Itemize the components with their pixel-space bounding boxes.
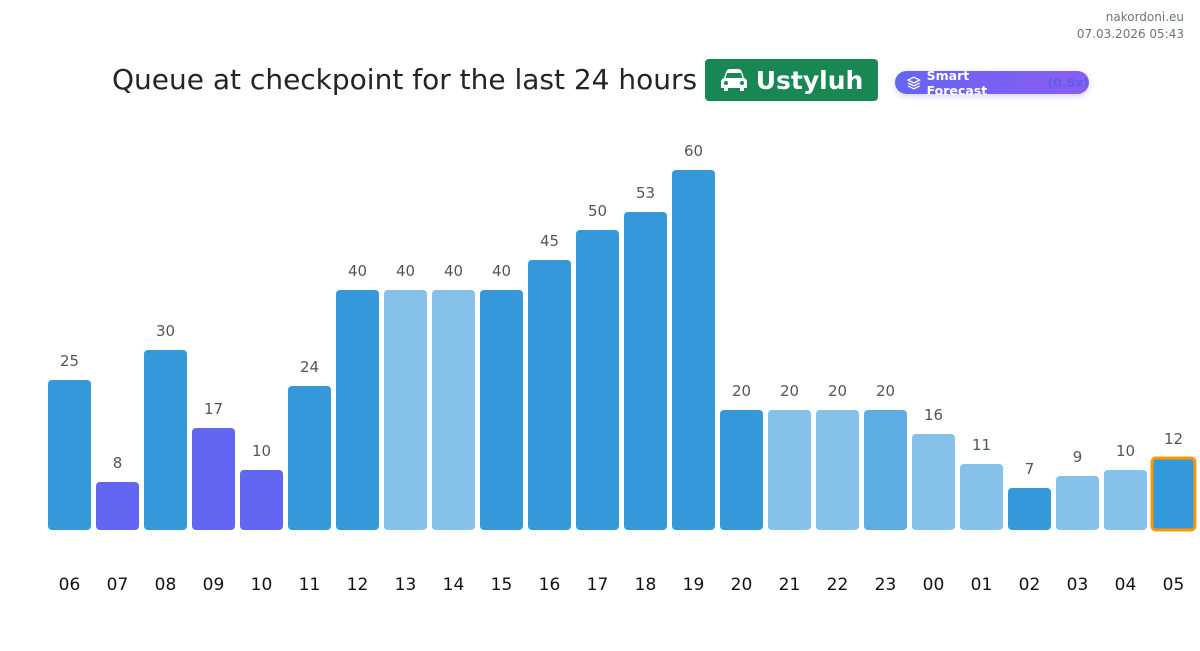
bar-19 [672, 170, 715, 530]
checkpoint-name: Ustyluh [755, 65, 864, 95]
x-tick-23: 23 [875, 575, 897, 595]
value-label-17: 50 [588, 202, 607, 220]
bar-12 [336, 290, 379, 530]
x-tick-15: 15 [491, 575, 513, 595]
value-label-13: 40 [396, 262, 415, 280]
checkpoint-badge[interactable]: Ustyluh [705, 59, 878, 101]
bar-09 [192, 428, 235, 530]
header: Queue at checkpoint for the last 24 hour… [0, 58, 1200, 102]
x-tick-17: 17 [587, 575, 609, 595]
bar-05 [1150, 456, 1197, 532]
x-tick-19: 19 [683, 575, 705, 595]
value-label-09: 17 [204, 400, 223, 418]
layers-icon [907, 75, 921, 90]
value-label-07: 8 [113, 454, 123, 472]
x-tick-11: 11 [299, 575, 321, 595]
value-label-15: 40 [492, 262, 511, 280]
x-tick-03: 03 [1067, 575, 1089, 595]
bar-02 [1008, 488, 1051, 530]
bar-11 [288, 386, 331, 530]
site-info: nakordoni.eu 07.03.2026 05:43 [1077, 9, 1184, 43]
value-label-18: 53 [636, 184, 655, 202]
bar-10 [240, 470, 283, 530]
bar-17 [576, 230, 619, 530]
bar-21 [768, 410, 811, 530]
x-tick-13: 13 [395, 575, 417, 595]
x-tick-12: 12 [347, 575, 369, 595]
x-tick-00: 00 [923, 575, 945, 595]
bar-13 [384, 290, 427, 530]
bar-20 [720, 410, 763, 530]
x-tick-20: 20 [731, 575, 753, 595]
value-label-12: 40 [348, 262, 367, 280]
bar-16 [528, 260, 571, 530]
x-tick-14: 14 [443, 575, 465, 595]
bar-18 [624, 212, 667, 530]
bar-00 [912, 434, 955, 530]
smart-forecast-badge[interactable]: Smart Forecast (0.8x) [895, 68, 1089, 98]
value-label-19: 60 [684, 142, 703, 160]
value-label-00: 16 [924, 406, 943, 424]
value-label-20: 20 [732, 382, 751, 400]
x-tick-16: 16 [539, 575, 561, 595]
x-tick-02: 02 [1019, 575, 1041, 595]
site-name: nakordoni.eu [1105, 10, 1184, 24]
bar-03 [1056, 476, 1099, 530]
x-tick-06: 06 [59, 575, 81, 595]
x-tick-05: 05 [1163, 575, 1185, 595]
forecast-label: Smart Forecast [926, 67, 988, 98]
x-tick-07: 07 [107, 575, 129, 595]
bar-15 [480, 290, 523, 530]
bar-14 [432, 290, 475, 530]
forecast-multiplier: (0.8x) [1047, 75, 1089, 90]
value-label-14: 40 [444, 262, 463, 280]
bar-01 [960, 464, 1003, 530]
value-label-10: 10 [252, 442, 271, 460]
value-label-23: 20 [876, 382, 895, 400]
x-tick-21: 21 [779, 575, 801, 595]
x-tick-09: 09 [203, 575, 225, 595]
bar-23 [864, 410, 907, 530]
value-label-04: 10 [1116, 442, 1135, 460]
x-tick-04: 04 [1115, 575, 1137, 595]
x-tick-18: 18 [635, 575, 657, 595]
bar-04 [1104, 470, 1147, 530]
value-label-01: 11 [972, 436, 991, 454]
bar-07 [96, 482, 139, 530]
x-tick-01: 01 [971, 575, 993, 595]
value-label-08: 30 [156, 322, 175, 340]
timestamp: 07.03.2026 05:43 [1076, 27, 1184, 41]
value-label-22: 20 [828, 382, 847, 400]
bar-08 [144, 350, 187, 530]
bar-06 [48, 380, 91, 530]
x-tick-08: 08 [155, 575, 177, 595]
value-label-21: 20 [780, 382, 799, 400]
x-tick-22: 22 [827, 575, 849, 595]
value-label-16: 45 [540, 232, 559, 250]
x-tick-10: 10 [251, 575, 273, 595]
value-label-05: 12 [1164, 430, 1183, 448]
car-icon [720, 69, 747, 91]
value-label-06: 25 [60, 352, 79, 370]
value-label-02: 7 [1025, 460, 1035, 478]
bar-22 [816, 410, 859, 530]
page-title: Queue at checkpoint for the last 24 hour… [112, 63, 698, 96]
value-label-03: 9 [1073, 448, 1083, 466]
value-label-11: 24 [300, 358, 319, 376]
